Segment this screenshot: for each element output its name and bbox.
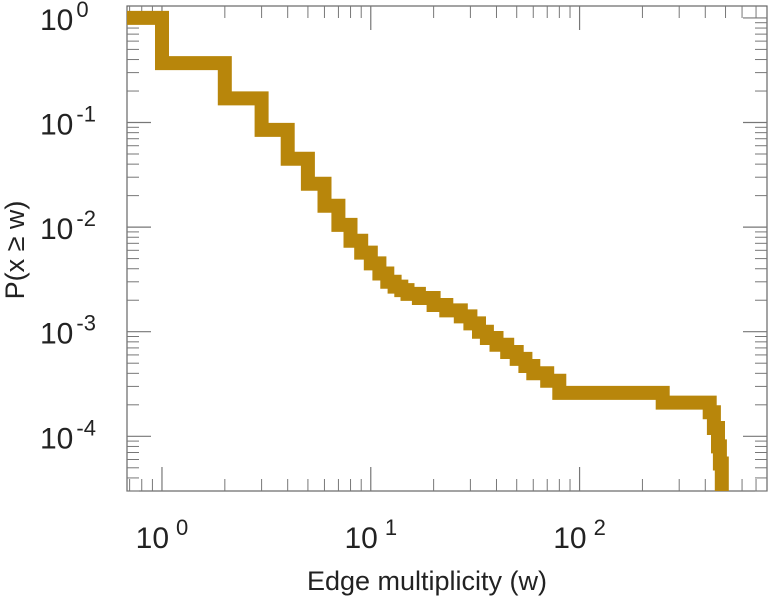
- plot-frame: [126, 5, 768, 492]
- x-tick-label: 10 2: [553, 515, 606, 555]
- minor-ticks: [127, 6, 767, 492]
- y-tick-label: 10 -3: [40, 311, 96, 351]
- x-tick-label: 10 1: [344, 515, 397, 555]
- y-axis-title: P(x ≥ w): [0, 201, 30, 300]
- x-axis-title: Edge multiplicity (w): [307, 566, 547, 596]
- x-tick-label: 10 0: [136, 515, 189, 555]
- y-tick-label: 10 -4: [40, 415, 96, 455]
- y-tick-label: 10 -1: [40, 102, 96, 142]
- series-line: [127, 10, 729, 491]
- major-ticks: [127, 6, 767, 491]
- y-tick-label: 10 -2: [40, 206, 96, 246]
- x-tick-labels: 10 0 10 1 10 2: [136, 515, 606, 555]
- y-tick-label: 10 0: [40, 0, 89, 37]
